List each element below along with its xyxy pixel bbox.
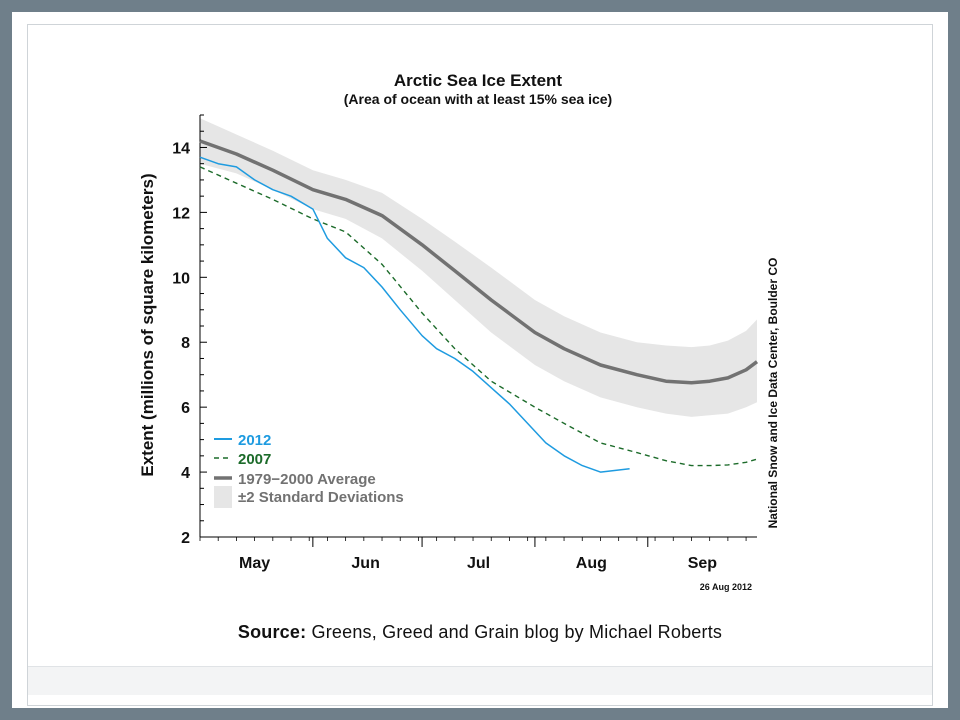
series-line-1979-2000-average — [199, 139, 759, 385]
y-tick-label: 6 — [181, 400, 190, 417]
slide-footer-bar — [28, 666, 932, 695]
legend-label-2007: 2007 — [238, 451, 271, 468]
plot-layer: 2 4 6 8 10 12 14 May Jun Jul Aug Sep — [172, 114, 759, 572]
date-stamp: 26 Aug 2012 — [700, 582, 752, 592]
chart-subtitle: (Area of ocean with at least 15% sea ice… — [344, 91, 612, 107]
x-tick-label: Sep — [688, 555, 718, 572]
y-tick-label: 8 — [181, 335, 190, 352]
y-axis-label: Extent (millions of square kilometers) — [138, 173, 157, 476]
legend-label-average: 1979−2000 Average — [238, 471, 376, 488]
slide-inner-border — [27, 24, 933, 706]
chart-title: Arctic Sea Ice Extent — [394, 71, 563, 90]
source-caption: Source: Greens, Greed and Grain blog by … — [0, 622, 960, 643]
series-line-2007 — [199, 166, 758, 467]
y-tick-label: 10 — [172, 270, 190, 287]
y-tick-label: 14 — [172, 140, 190, 157]
x-tick-label: Jul — [467, 555, 490, 572]
source-caption-text: Greens, Greed and Grain blog by Michael … — [311, 622, 723, 642]
legend-label-2012: 2012 — [238, 432, 271, 449]
y-tick-label: 4 — [181, 465, 190, 482]
source-caption-prefix: Source: — [237, 622, 307, 642]
chart-background — [135, 40, 787, 596]
side-credit: National Snow and Ice Data Center, Bould… — [766, 258, 780, 529]
series-line-2012 — [199, 156, 630, 473]
y-tick-label: 2 — [181, 530, 190, 547]
x-tick-label: May — [239, 555, 270, 572]
x-tick-label: Aug — [576, 555, 607, 572]
legend: 2012 2007 1979−2000 Average ±2 Standard … — [214, 432, 404, 508]
x-tick-label: Jun — [351, 555, 379, 572]
legend-label-std-band: ±2 Standard Deviations — [238, 489, 404, 506]
y-tick-label: 12 — [172, 205, 190, 222]
std-deviation-band — [200, 118, 757, 417]
legend-swatch-std-band — [214, 486, 232, 508]
